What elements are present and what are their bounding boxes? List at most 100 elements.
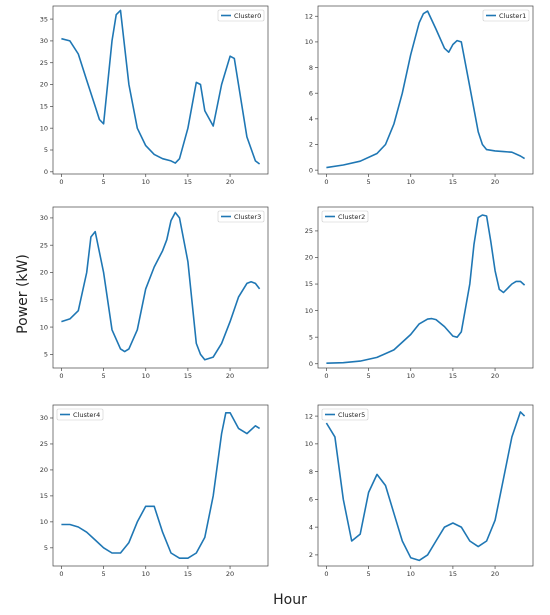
x-tick-label: 20 xyxy=(491,372,499,380)
y-tick-label: 20 xyxy=(40,269,48,277)
y-tick-label: 10 xyxy=(305,38,313,46)
x-tick-label: 5 xyxy=(367,372,371,380)
legend-box xyxy=(482,9,530,22)
y-tick-label: 10 xyxy=(305,440,313,448)
x-tick-label: 0 xyxy=(59,372,63,380)
x-tick-label: 15 xyxy=(184,570,192,578)
y-tick-label: 12 xyxy=(305,12,313,20)
axes-frame xyxy=(317,404,534,567)
y-tick-label: 10 xyxy=(40,124,48,132)
y-tick-label: 15 xyxy=(40,103,48,111)
series-line-Cluster0 xyxy=(61,9,261,165)
legend-box xyxy=(321,210,369,223)
y-tick-label: 20 xyxy=(305,254,313,262)
series-line-Cluster1 xyxy=(326,10,526,169)
legend-label: Cluster4 xyxy=(73,411,100,419)
panel-4: 0 5 10 15 20 5 10 15 20 25 30 Cluster4 xyxy=(40,404,269,578)
x-tick-label: 20 xyxy=(491,178,499,186)
y-tick-label: 30 xyxy=(40,414,48,422)
x-tick-label: 5 xyxy=(367,570,371,578)
series-line-Cluster2 xyxy=(326,214,526,364)
x-tick-label: 0 xyxy=(324,372,328,380)
axes-frame xyxy=(52,5,269,175)
y-tick-label: 8 xyxy=(309,468,313,476)
legend-box xyxy=(321,408,369,421)
y-tick-label: 4 xyxy=(309,523,313,531)
legend-label: Cluster3 xyxy=(234,213,261,221)
y-tick-label: 10 xyxy=(305,307,313,315)
x-tick-label: 20 xyxy=(226,570,234,578)
y-tick-label: 0 xyxy=(309,360,313,368)
y-tick-label: 2 xyxy=(309,551,313,559)
x-tick-label: 10 xyxy=(142,178,150,186)
x-tick-label: 10 xyxy=(407,570,415,578)
legend-box xyxy=(56,408,104,421)
x-tick-label: 15 xyxy=(449,372,457,380)
x-tick-label: 5 xyxy=(102,372,106,380)
x-axis-label: Hour xyxy=(273,592,307,608)
x-tick-label: 15 xyxy=(449,178,457,186)
x-tick-label: 15 xyxy=(184,178,192,186)
x-tick-label: 15 xyxy=(449,570,457,578)
y-tick-label: 35 xyxy=(40,15,48,23)
panel-3: 0 5 10 15 20 0 5 10 15 20 25 Cluster2 xyxy=(305,206,534,380)
axes-frame xyxy=(52,206,269,369)
y-tick-label: 30 xyxy=(40,37,48,45)
series-line-Cluster5 xyxy=(325,411,526,562)
y-tick-label: 25 xyxy=(40,440,48,448)
axes-frame xyxy=(317,206,534,369)
legend-label: Cluster0 xyxy=(234,12,261,20)
y-tick-label: 5 xyxy=(44,351,48,359)
x-tick-label: 10 xyxy=(407,372,415,380)
y-tick-label: 4 xyxy=(309,115,313,123)
y-tick-label: 2 xyxy=(309,141,313,149)
x-tick-label: 20 xyxy=(226,178,234,186)
legend-box xyxy=(217,9,265,22)
panel-2: 0 5 10 15 20 5 10 15 20 25 30 Cluster3 xyxy=(40,206,269,380)
y-tick-label: 20 xyxy=(40,81,48,89)
y-tick-label: 0 xyxy=(309,166,313,174)
x-tick-label: 10 xyxy=(142,570,150,578)
y-tick-label: 20 xyxy=(40,466,48,474)
y-tick-label: 25 xyxy=(305,227,313,235)
x-tick-label: 20 xyxy=(491,570,499,578)
y-tick-label: 5 xyxy=(44,544,48,552)
x-tick-label: 5 xyxy=(102,570,106,578)
panel-0: 0 5 10 15 20 0 5 10 15 20 25 30 35 Cluster0 xyxy=(40,5,269,186)
y-tick-label: 15 xyxy=(305,280,313,288)
y-tick-label: 8 xyxy=(309,64,313,72)
y-tick-label: 15 xyxy=(40,296,48,304)
y-tick-label: 10 xyxy=(40,518,48,526)
x-tick-label: 0 xyxy=(324,178,328,186)
x-tick-label: 10 xyxy=(142,372,150,380)
y-tick-label: 6 xyxy=(309,89,313,97)
y-tick-label: 15 xyxy=(40,492,48,500)
y-tick-label: 10 xyxy=(40,323,48,331)
y-tick-label: 6 xyxy=(309,496,313,504)
y-tick-label: 12 xyxy=(305,412,313,420)
x-tick-label: 5 xyxy=(102,178,106,186)
legend-box xyxy=(217,210,265,223)
x-tick-label: 0 xyxy=(59,570,63,578)
series-line-Cluster3 xyxy=(61,211,261,361)
y-tick-label: 25 xyxy=(40,59,48,67)
x-tick-label: 0 xyxy=(59,178,63,186)
y-tick-label: 5 xyxy=(309,333,313,341)
x-tick-label: 20 xyxy=(226,372,234,380)
y-tick-label: 5 xyxy=(44,146,48,154)
panel-1: 0 5 10 15 20 0 2 4 6 8 10 12 Cluster1 xyxy=(305,5,534,186)
x-tick-label: 10 xyxy=(407,178,415,186)
legend-label: Cluster2 xyxy=(338,213,365,221)
x-tick-label: 5 xyxy=(367,178,371,186)
legend-label: Cluster5 xyxy=(338,411,365,419)
y-tick-label: 25 xyxy=(40,241,48,249)
axes-frame xyxy=(317,5,534,175)
x-tick-label: 15 xyxy=(184,372,192,380)
y-tick-label: 0 xyxy=(44,168,48,176)
panel-5: 0 5 10 15 20 2 4 6 8 10 12 Cluster5 xyxy=(305,404,534,578)
axes-frame xyxy=(52,404,269,567)
series-line-Cluster4 xyxy=(61,411,261,560)
y-axis-label: Power (kW) xyxy=(15,254,31,334)
y-tick-label: 30 xyxy=(40,214,48,222)
